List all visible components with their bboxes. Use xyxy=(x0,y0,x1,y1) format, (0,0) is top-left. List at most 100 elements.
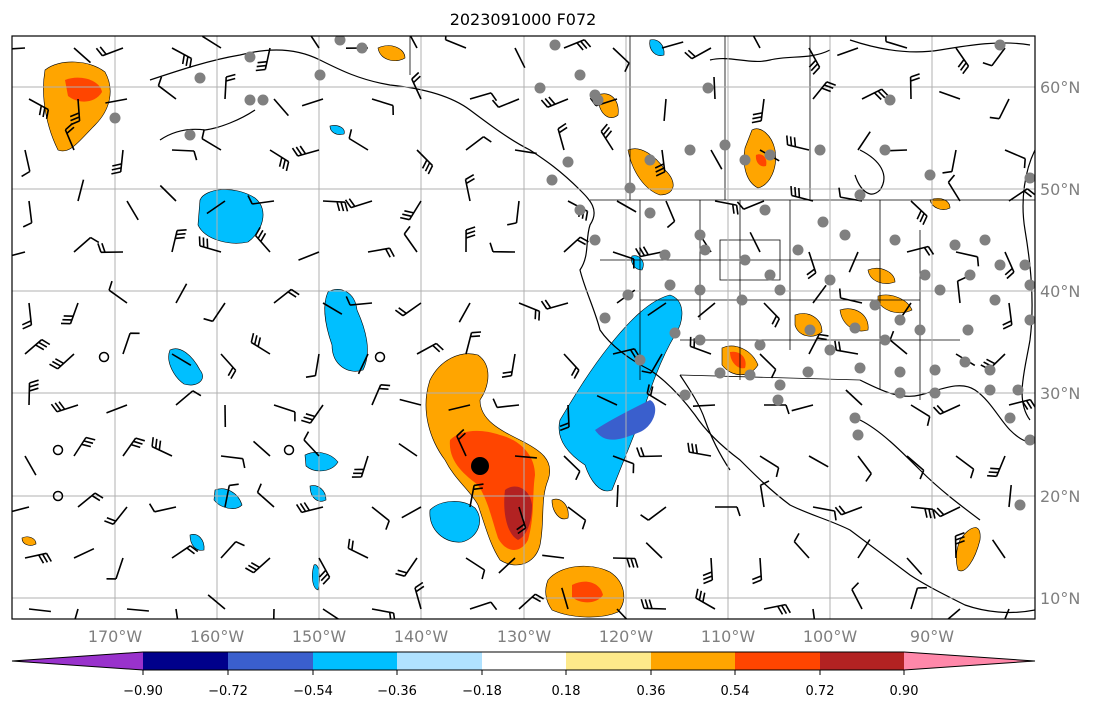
wind-barb xyxy=(838,288,863,304)
wind-barb xyxy=(207,594,226,610)
wind-barb xyxy=(786,135,810,151)
wind-barb xyxy=(514,455,537,459)
wind-barb xyxy=(28,379,39,406)
wind-barb xyxy=(885,36,908,49)
wind-barb xyxy=(301,404,324,424)
wind-barb xyxy=(946,608,961,619)
wind-barb xyxy=(909,73,920,100)
wind-barb xyxy=(171,545,199,559)
wind-barb xyxy=(736,200,765,210)
wind-barb xyxy=(845,389,863,406)
wind-barb xyxy=(224,483,239,508)
lat-label: 60°N xyxy=(1040,78,1080,97)
wind-barb xyxy=(416,342,444,355)
station-dot xyxy=(894,366,906,378)
station-dot xyxy=(802,366,814,378)
wind-barb xyxy=(514,47,526,69)
wind-barb xyxy=(612,47,630,73)
wind-barb xyxy=(763,302,781,328)
neg-field-small-2 xyxy=(213,488,243,509)
station-dot xyxy=(849,412,861,424)
pos-field-bc xyxy=(627,148,674,196)
colorbar-segment xyxy=(143,652,228,670)
station-dot xyxy=(984,384,996,396)
wind-barb xyxy=(416,149,434,175)
station-dot xyxy=(1012,384,1024,396)
station-dot xyxy=(854,189,866,201)
station-dot xyxy=(759,204,771,216)
station-dot xyxy=(744,369,756,381)
station-dot xyxy=(739,154,751,166)
calm-circle xyxy=(52,490,64,502)
wind-barb xyxy=(111,149,124,175)
wind-barb xyxy=(201,129,222,151)
wind-barb xyxy=(713,76,716,100)
wind-barb xyxy=(220,455,246,469)
wind-barb xyxy=(661,41,684,49)
wind-barb xyxy=(616,200,637,213)
wind-barb xyxy=(563,236,589,253)
wind-barb xyxy=(295,502,324,514)
neg-field-small-3 xyxy=(309,485,327,502)
graticule xyxy=(12,36,1035,619)
station-dot xyxy=(694,229,706,241)
station-dot xyxy=(879,334,891,346)
wind-barb xyxy=(254,226,271,253)
wind-barb xyxy=(489,242,516,253)
neg-field-small-5 xyxy=(312,564,320,591)
wind-barb xyxy=(171,149,198,161)
station-dot xyxy=(929,364,941,376)
station-dot xyxy=(736,294,748,306)
colorbar-segment xyxy=(397,652,482,670)
wind-barb xyxy=(751,98,765,124)
lon-label: 90°W xyxy=(910,627,954,646)
wind-barb xyxy=(492,398,520,409)
station-dot xyxy=(546,174,558,186)
wind-barb xyxy=(956,276,967,304)
wind-barb xyxy=(175,283,188,304)
wind-barb xyxy=(60,302,79,325)
wind-barb xyxy=(106,557,124,580)
wind-barb xyxy=(857,539,871,559)
lat-label: 10°N xyxy=(1040,589,1080,608)
wind-barb xyxy=(989,98,1010,120)
wind-barb xyxy=(12,251,26,257)
colorbar-tick-label: 0.90 xyxy=(890,684,919,699)
wind-barb xyxy=(932,404,961,415)
wind-barb xyxy=(273,404,296,422)
wind-barb xyxy=(834,340,859,355)
colorbar-extend-max xyxy=(904,652,1035,670)
wind-barb xyxy=(687,442,712,457)
wind-barb xyxy=(759,455,780,478)
station-dot xyxy=(929,387,941,399)
wind-barb xyxy=(252,440,271,457)
colorbar: −0.90 −0.72 −0.54 −0.36 −0.18 0.18 0.36 … xyxy=(11,651,1036,699)
wind-barb xyxy=(933,506,961,518)
colorbar-segment xyxy=(820,652,904,670)
station-dot xyxy=(814,144,826,156)
wind-barb xyxy=(861,88,889,101)
wind-barb xyxy=(448,404,471,411)
wind-barb xyxy=(600,123,614,151)
wind-barb xyxy=(665,200,676,229)
wind-barb xyxy=(910,404,931,426)
colorbar-tick-label: 0.36 xyxy=(637,684,666,699)
station-dot xyxy=(852,429,864,441)
lat-label: 50°N xyxy=(1040,180,1080,199)
wind-barb xyxy=(987,455,1006,478)
tropical-cyclone-center-marker xyxy=(471,457,489,475)
station-dot xyxy=(694,334,706,346)
station-dot xyxy=(356,42,368,54)
map-frame xyxy=(11,35,1036,620)
wind-barb xyxy=(808,333,829,355)
station-dot xyxy=(644,207,656,219)
station-dot xyxy=(562,156,574,168)
station-dot xyxy=(589,89,601,101)
lat-label: 20°N xyxy=(1040,487,1080,506)
station-dot xyxy=(869,299,881,311)
lon-label: 140°W xyxy=(394,627,449,646)
neg-field-subtropic xyxy=(429,501,480,543)
wind-barb xyxy=(752,36,761,49)
station-dot xyxy=(622,289,634,301)
wind-barb xyxy=(401,506,422,519)
